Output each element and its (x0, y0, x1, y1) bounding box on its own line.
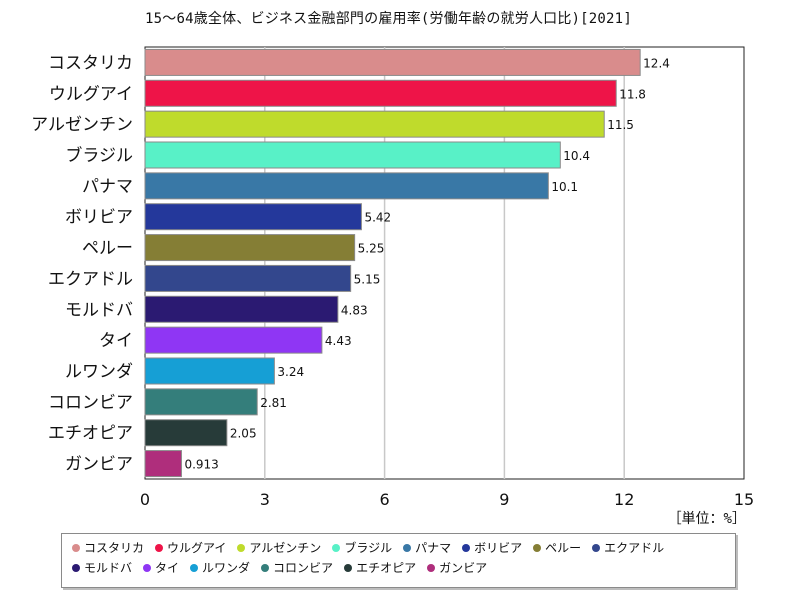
category-label: ルワンダ (65, 362, 133, 382)
legend-swatch (427, 564, 436, 572)
legend-swatch (403, 544, 412, 552)
legend-swatch (190, 564, 199, 572)
data-label: 10.4 (563, 149, 590, 163)
data-label: 2.05 (230, 427, 257, 441)
bar (144, 141, 561, 169)
legend-item: コロンビア (261, 561, 333, 575)
legend-item: ウルグアイ (155, 541, 226, 555)
bar (144, 48, 641, 76)
bar (144, 110, 605, 138)
category-label: タイ (99, 331, 133, 351)
legend-swatch (592, 544, 601, 552)
legend-label: ペルー (545, 541, 582, 555)
data-label: 2.81 (260, 396, 287, 410)
data-label: 0.913 (184, 458, 218, 472)
data-label: 4.83 (341, 303, 368, 317)
x-tick-label: 15 (734, 490, 754, 509)
x-tick-label: 6 (380, 490, 390, 509)
legend-label: コスタリカ (84, 541, 145, 555)
legend-item: ペルー (533, 541, 581, 555)
bar (144, 326, 323, 354)
data-label: 11.8 (619, 87, 646, 101)
legend-item: タイ (143, 561, 179, 575)
legend-swatch (462, 544, 471, 552)
category-label: エクアドル (48, 269, 133, 289)
legend-label: アルゼンチン (249, 541, 322, 555)
category-label: ペルー (82, 239, 133, 259)
data-label: 4.43 (325, 334, 352, 348)
category-label: ガンビア (65, 455, 133, 475)
unit-label: ［単位：%］ (667, 511, 746, 527)
legend-label: コロンビア (273, 561, 334, 575)
legend-item: コスタリカ (72, 541, 144, 555)
category-label: ブラジル (65, 145, 133, 166)
legend-label: ボリビア (474, 541, 523, 555)
legend-item: モルドバ (72, 561, 132, 575)
x-tick-label: 12 (614, 490, 634, 509)
legend-label: エクアドル (604, 541, 665, 555)
bar (144, 357, 275, 385)
category-label: コスタリカ (48, 53, 133, 73)
chart-title: 15～64歳全体、ビジネス金融部門の雇用率(労働年齢の就労人口比)[2021] (145, 11, 632, 27)
bar (144, 264, 352, 292)
bar (144, 234, 356, 262)
legend-swatch (533, 544, 542, 552)
x-tick-label: 9 (499, 490, 509, 509)
legend-swatch (237, 544, 246, 552)
legend-item: ルワンダ (190, 561, 250, 575)
legend-label: ルワンダ (202, 561, 251, 575)
category-label: モルドバ (65, 300, 133, 320)
legend-item: ボリビア (462, 541, 522, 555)
data-label: 5.15 (354, 272, 381, 286)
bar (144, 419, 228, 447)
category-label: ウルグアイ (49, 84, 133, 104)
legend-swatch (72, 564, 80, 572)
bar (144, 388, 258, 416)
legend-swatch (344, 564, 353, 572)
data-label: 10.1 (551, 180, 578, 194)
legend-item: パナマ (403, 541, 451, 555)
bar (144, 450, 182, 478)
legend-item: アルゼンチン (237, 541, 321, 555)
legend-swatch (72, 544, 80, 552)
x-tick-label: 0 (140, 490, 150, 509)
legend-swatch (261, 564, 270, 572)
data-label: 3.24 (277, 365, 304, 379)
legend-swatch (155, 544, 164, 552)
legend-label: ガンビア (439, 561, 488, 575)
bar (144, 172, 549, 200)
legend-item: エチオピア (344, 561, 416, 575)
bar (144, 203, 362, 231)
category-label: パナマ (82, 177, 133, 197)
legend-label: エチオピア (356, 561, 417, 575)
category-label: コロンビア (48, 393, 133, 413)
legend-label: パナマ (415, 541, 452, 555)
legend-swatch (143, 564, 152, 572)
data-label: 5.42 (364, 211, 391, 225)
legend-item: ガンビア (427, 561, 487, 575)
category-label: アルゼンチン (31, 115, 133, 135)
data-label: 11.5 (607, 118, 634, 132)
legend-label: モルドバ (84, 561, 133, 575)
category-label: エチオピア (48, 424, 133, 444)
legend-label: ウルグアイ (167, 541, 227, 555)
legend-item: ブラジル (332, 541, 392, 555)
legend-item: エクアドル (592, 541, 664, 555)
category-label: ボリビア (65, 208, 133, 228)
legend-label: ブラジル (344, 541, 393, 555)
legend: コスタリカ ウルグアイ アルゼンチン ブラジル パナマ ボリビア ペルー エクアドルモルドバ タ… (61, 533, 736, 588)
bar (144, 295, 339, 323)
legend-swatch (332, 544, 341, 552)
x-tick-label: 3 (260, 490, 270, 509)
data-label: 5.25 (358, 242, 385, 256)
bar (144, 79, 617, 107)
legend-label: タイ (155, 561, 180, 575)
data-label: 12.4 (643, 56, 670, 70)
